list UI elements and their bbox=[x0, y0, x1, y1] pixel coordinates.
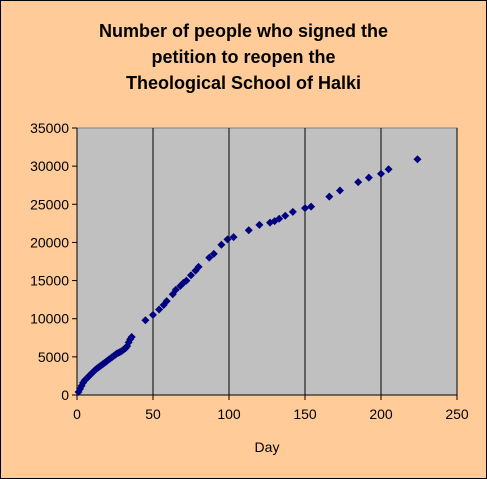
data-point bbox=[281, 211, 290, 220]
plot-area bbox=[76, 127, 458, 396]
data-point bbox=[384, 165, 393, 174]
data-point bbox=[229, 233, 238, 242]
x-tick-label: 250 bbox=[445, 406, 469, 422]
data-point bbox=[354, 178, 363, 187]
data-points bbox=[74, 155, 422, 396]
data-point bbox=[155, 305, 164, 314]
data-point bbox=[307, 202, 316, 211]
chart-title: Number of people who signed the petition… bbox=[0, 18, 487, 96]
x-tick-label: 150 bbox=[293, 406, 317, 422]
data-point bbox=[301, 204, 309, 213]
axes: 0 5000 10000 15000 20000 25000 30000 35000 0 50 10… bbox=[30, 120, 469, 422]
x-axis-title: Day bbox=[255, 439, 280, 455]
chart-title-line-3: Theological School of Halki bbox=[125, 73, 362, 93]
data-point bbox=[162, 297, 171, 306]
data-point bbox=[141, 316, 150, 325]
data-point bbox=[217, 240, 226, 249]
y-tick-label: 15000 bbox=[30, 273, 69, 289]
data-point bbox=[194, 262, 203, 271]
data-point bbox=[275, 214, 284, 223]
y-tick-label: 35000 bbox=[30, 120, 69, 136]
data-point bbox=[187, 271, 195, 280]
y-tick-label: 0 bbox=[61, 387, 69, 403]
data-point bbox=[325, 192, 334, 201]
x-tick-label: 100 bbox=[217, 406, 241, 422]
y-tick-label: 30000 bbox=[30, 158, 69, 174]
data-point bbox=[127, 333, 136, 342]
data-point bbox=[149, 310, 157, 319]
y-tick-label: 20000 bbox=[30, 234, 69, 250]
chart-title-line-1: Number of people who signed the bbox=[98, 21, 388, 41]
data-point bbox=[255, 220, 264, 229]
data-point bbox=[205, 253, 214, 262]
data-point bbox=[288, 207, 297, 216]
y-tick-label: 5000 bbox=[38, 349, 69, 365]
data-point bbox=[364, 173, 373, 182]
data-point bbox=[182, 276, 191, 285]
x-tick-label: 200 bbox=[369, 406, 393, 422]
data-point bbox=[223, 235, 232, 244]
data-point bbox=[244, 226, 253, 235]
chart-title-line-2: petition to reopen the bbox=[151, 47, 336, 67]
data-point bbox=[377, 169, 385, 178]
x-tick-label: 0 bbox=[73, 406, 81, 422]
x-tick-label: 50 bbox=[145, 406, 161, 422]
data-point bbox=[171, 285, 180, 294]
data-point bbox=[335, 186, 344, 195]
data-point bbox=[209, 249, 218, 258]
y-tick-label: 25000 bbox=[30, 196, 69, 212]
y-tick-label: 10000 bbox=[30, 311, 69, 327]
data-point bbox=[413, 155, 422, 164]
